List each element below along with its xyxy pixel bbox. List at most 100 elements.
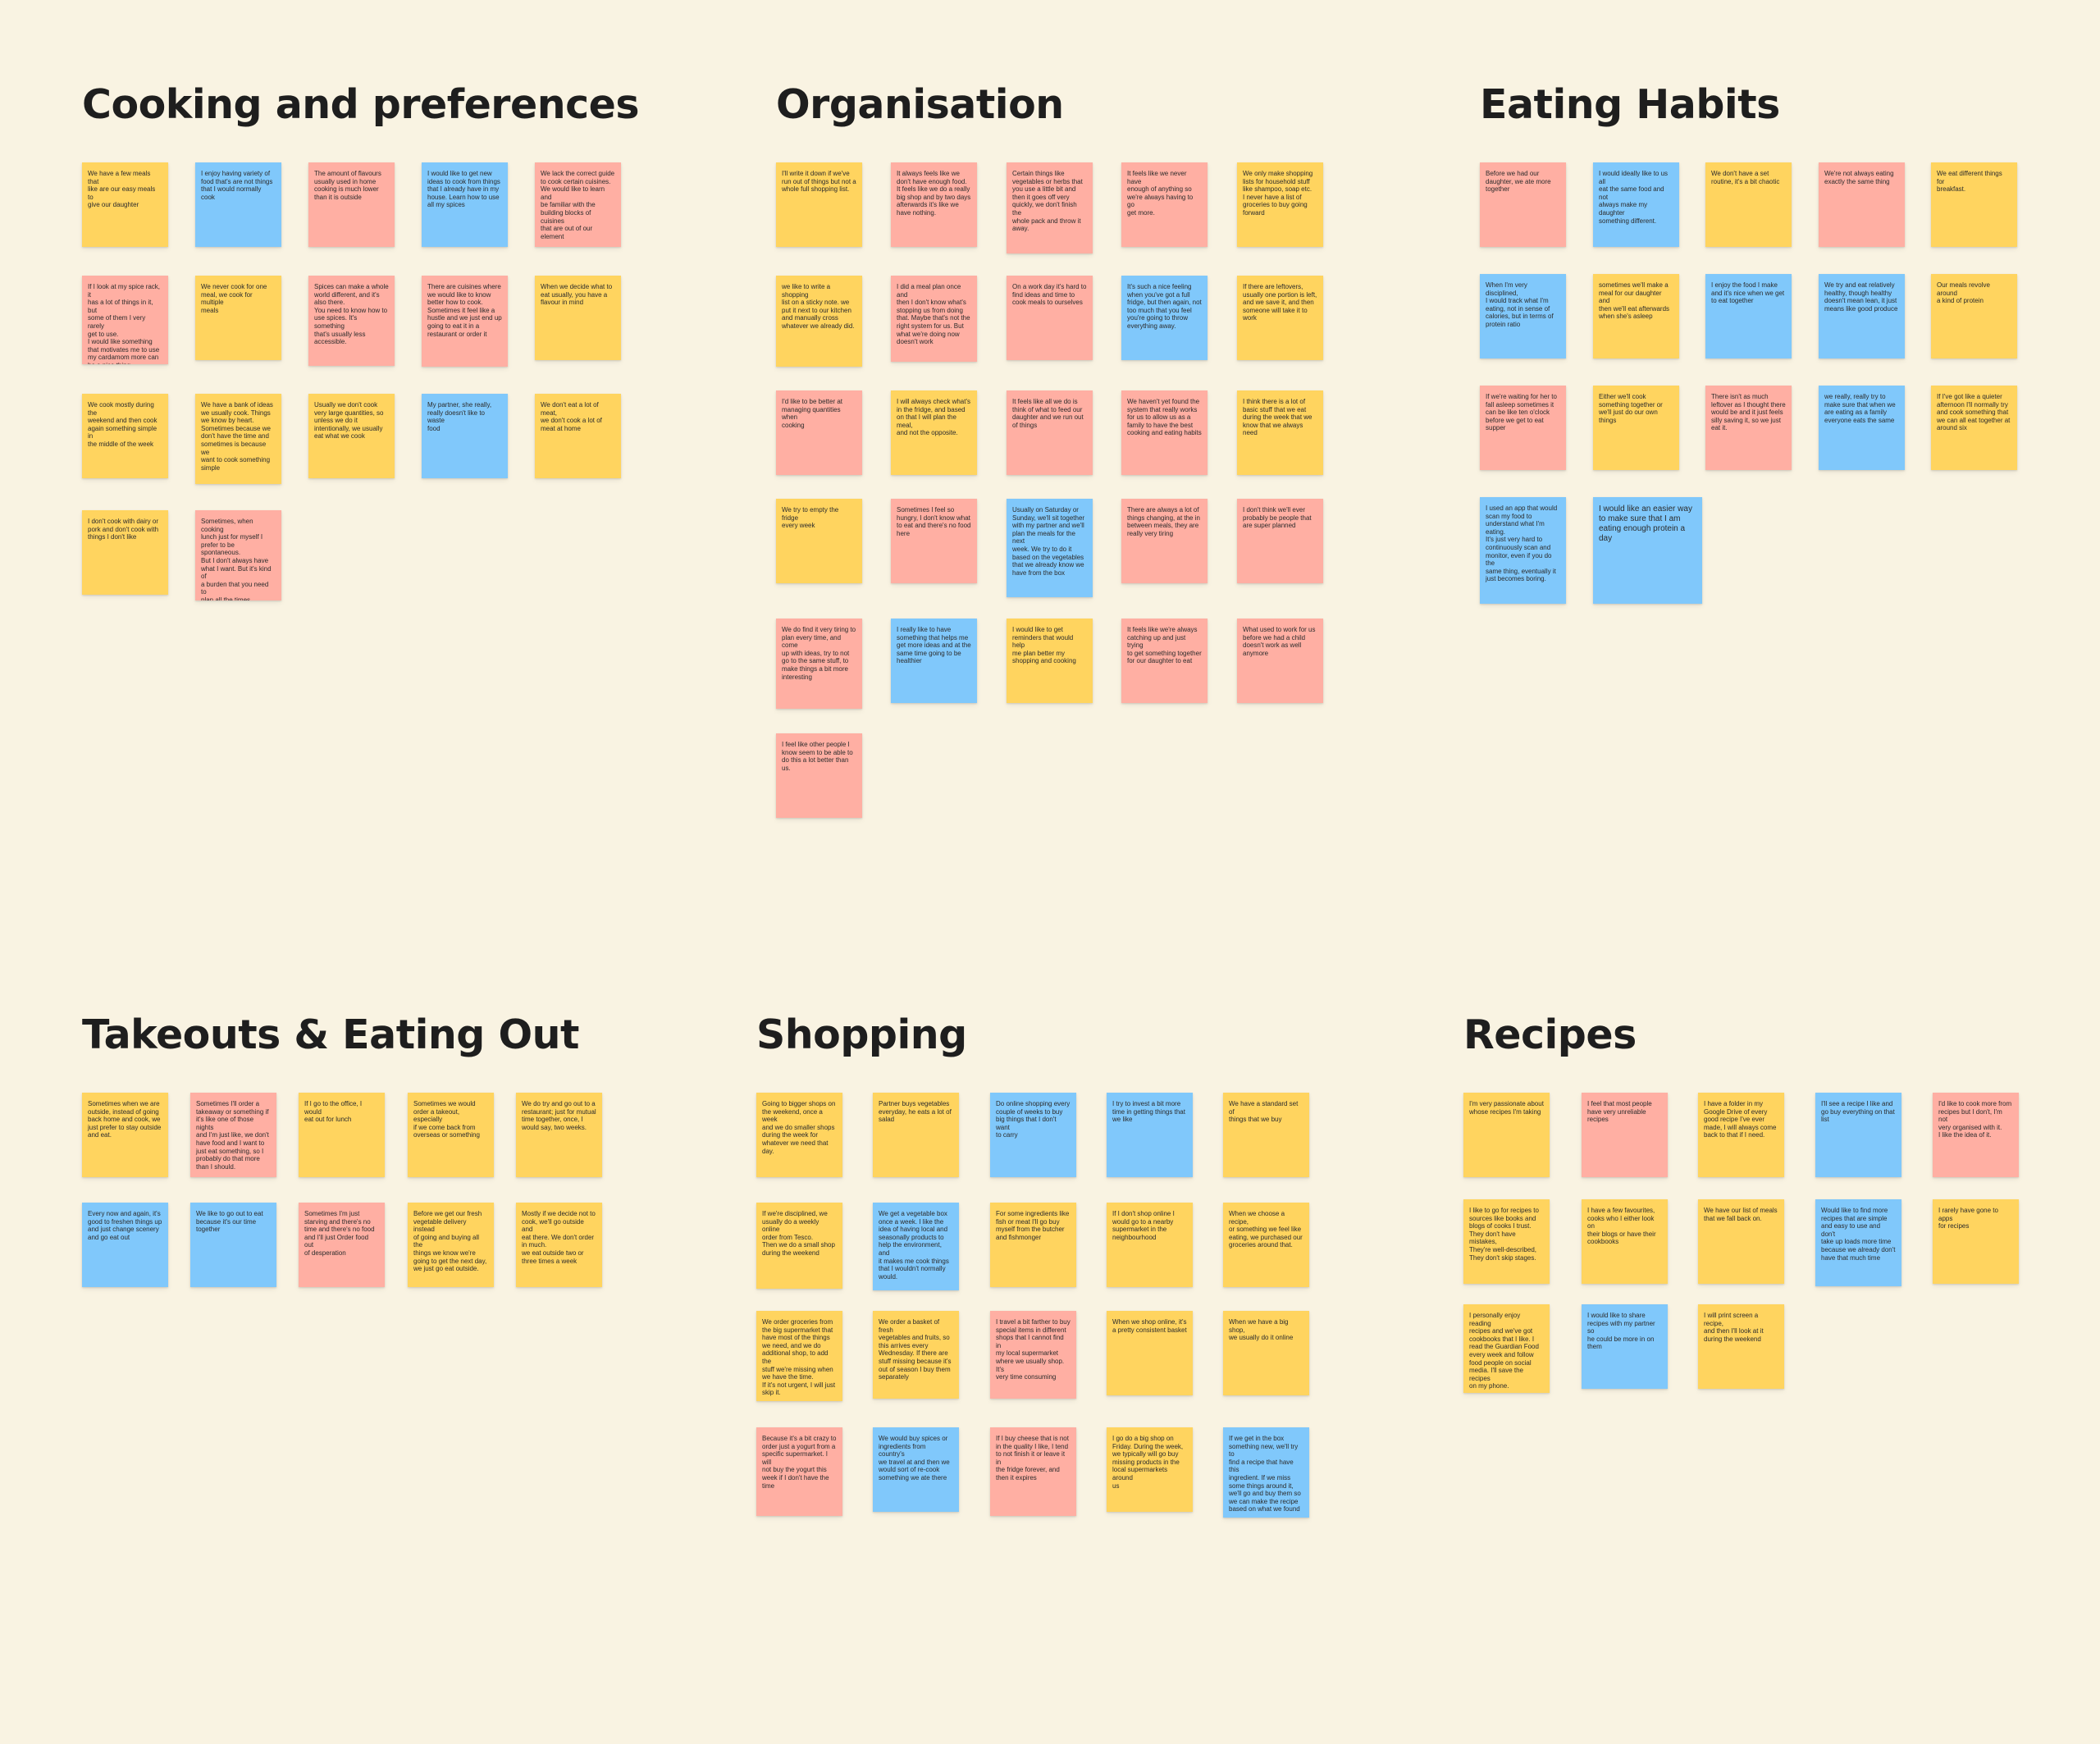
sticky-note-yellow[interactable]: We eat different things for breakfast. [1931,162,2017,247]
sticky-note-yellow[interactable]: We never cook for one meal, we cook for … [195,276,281,360]
sticky-note-yellow[interactable]: we like to write a shopping list on a st… [776,276,862,367]
sticky-note-yellow[interactable]: When we decide what to eat usually, you … [535,276,621,360]
sticky-note-yellow[interactable]: I personally enjoy reading recipes and w… [1463,1304,1550,1393]
sticky-note-pink[interactable]: It always feels like we don't have enoug… [891,162,977,247]
sticky-note-pink[interactable]: It feels like we never have enough of an… [1121,162,1208,247]
sticky-note-yellow[interactable]: I like to go for recipes to sources like… [1463,1199,1550,1284]
sticky-note-yellow[interactable]: We have a few meals that like are our ea… [82,162,168,247]
sticky-note-yellow[interactable]: Mostly if we decide not to cook, we'll g… [516,1203,602,1287]
cluster-title[interactable]: Organisation [776,81,1064,128]
sticky-note-blue[interactable]: I really like to have something that hel… [891,619,977,703]
sticky-note-blue[interactable]: I would ideally like to us all eat the s… [1593,162,1679,247]
sticky-note-yellow[interactable]: Our meals revolve around a kind of prote… [1931,274,2017,358]
sticky-note-pink[interactable]: I don't think we'll ever probably be peo… [1237,499,1323,583]
sticky-note-yellow[interactable]: We don't eat a lot of meat, we don't coo… [535,394,621,478]
sticky-note-yellow[interactable]: We only make shopping lists for househol… [1237,162,1323,247]
sticky-note-blue[interactable]: We get a vegetable box once a week. I li… [873,1203,959,1290]
sticky-note-blue[interactable]: Every now and again, it's good to freshe… [82,1203,168,1287]
sticky-note-yellow[interactable]: We have our list of meals that we fall b… [1698,1199,1784,1284]
sticky-note-pink[interactable]: If we're waiting for her to fall asleep … [1480,386,1566,470]
sticky-note-blue[interactable]: It's such a nice feeling when you've got… [1121,276,1208,360]
sticky-note-yellow[interactable]: I think there is a lot of basic stuff th… [1237,390,1323,475]
sticky-note-pink[interactable]: We're not always eating exactly the same… [1819,162,1905,247]
sticky-note-yellow[interactable]: When we have a big shop, we usually do i… [1223,1311,1309,1395]
sticky-note-blue[interactable]: I would like to get new ideas to cook fr… [422,162,508,247]
sticky-note-pink[interactable]: There isn't as much leftover as I though… [1705,386,1792,470]
sticky-note-blue[interactable]: I used an app that would scan my food to… [1480,497,1566,604]
sticky-note-blue[interactable]: Usually on Saturday or Sunday, we'll sit… [1007,499,1093,597]
cluster-title[interactable]: Recipes [1463,1011,1637,1058]
sticky-note-blue[interactable]: I enjoy the food I make and it's nice wh… [1705,274,1792,358]
sticky-note-yellow[interactable]: If I don't shop online I would go to a n… [1107,1203,1193,1287]
sticky-note-pink[interactable]: We lack the correct guide to cook certai… [535,162,621,247]
sticky-note-yellow[interactable]: Going to bigger shops on the weekend, on… [756,1093,842,1177]
sticky-note-yellow[interactable]: I'll write it down if we've run out of t… [776,162,862,247]
sticky-note-yellow[interactable]: We cook mostly during the weekend and th… [82,394,168,478]
sticky-note-pink[interactable]: We do find it very tiring to plan every … [776,619,862,709]
sticky-note-pink[interactable]: What used to work for us before we had a… [1237,619,1323,703]
sticky-note-yellow[interactable]: Either we'll cook something together or … [1593,386,1679,470]
sticky-note-pink[interactable]: Before we had our daughter, we ate more … [1480,162,1566,247]
sticky-note-yellow[interactable]: If I've got like a quieter afternoon I'l… [1931,386,2017,470]
sticky-note-yellow[interactable]: I would like to get reminders that would… [1007,619,1093,703]
sticky-note-blue[interactable]: we really, really try to make sure that … [1819,386,1905,470]
sticky-note-pink[interactable]: We haven't yet found the system that rea… [1121,390,1208,475]
sticky-note-pink[interactable]: I'd like to cook more from recipes but I… [1933,1093,2019,1177]
sticky-note-pink[interactable]: The amount of flavours usually used in h… [308,162,395,247]
sticky-note-yellow[interactable]: I will print screen a recipe, and then I… [1698,1304,1784,1389]
sticky-note-yellow[interactable]: We try to empty the fridge every week [776,499,862,583]
sticky-note-yellow[interactable]: We don't have a set routine, it's a bit … [1705,162,1792,247]
sticky-note-blue[interactable]: We like to go out to eat because it's ou… [190,1203,276,1287]
sticky-note-yellow[interactable]: Sometimes when we are outside, instead o… [82,1093,168,1177]
sticky-note-yellow[interactable]: Before we get our fresh vegetable delive… [408,1203,494,1287]
sticky-note-yellow[interactable]: Usually we don't cook very large quantit… [308,394,395,478]
sticky-note-pink[interactable]: Sometimes I'll order a takeaway or somet… [190,1093,276,1177]
sticky-note-blue[interactable]: Do online shopping every couple of weeks… [990,1093,1076,1177]
sticky-note-yellow[interactable]: If there are leftovers, usually one port… [1237,276,1323,360]
sticky-note-blue[interactable]: If we get in the box something new, we'l… [1223,1427,1309,1518]
sticky-note-yellow[interactable]: If we're disciplined, we usually do a we… [756,1203,842,1289]
sticky-note-pink[interactable]: It feels like we're always catching up a… [1121,619,1208,703]
sticky-note-blue[interactable]: I enjoy having variety of food that's ar… [195,162,281,247]
sticky-note-blue[interactable]: I try to invest a bit more time in getti… [1107,1093,1193,1177]
sticky-note-yellow[interactable]: We order groceries from the big supermar… [756,1311,842,1401]
sticky-note-blue[interactable]: Would like to find more recipes that are… [1815,1199,1901,1286]
cluster-title[interactable]: Eating Habits [1480,81,1780,128]
sticky-note-yellow[interactable]: I have a folder in my Google Drive of ev… [1698,1093,1784,1177]
sticky-note-pink[interactable]: I'd like to be better at managing quanti… [776,390,862,475]
sticky-note-blue[interactable]: I would like an easier way to make sure … [1593,497,1702,604]
sticky-note-pink[interactable]: I did a meal plan once and then I don't … [891,276,977,362]
sticky-note-yellow[interactable]: I have a few favourites, cooks who I eit… [1582,1199,1668,1284]
sticky-note-pink[interactable]: I feel that most people have very unreli… [1582,1093,1668,1177]
sticky-note-yellow[interactable]: When we choose a recipe, or something we… [1223,1203,1309,1287]
sticky-note-yellow[interactable]: I'm very passionate about whose recipes … [1463,1093,1550,1177]
sticky-note-yellow[interactable]: I don't cook with dairy or pork and don'… [82,510,168,595]
sticky-note-yellow[interactable]: sometimes we'll make a meal for our daug… [1593,274,1679,358]
sticky-note-pink[interactable]: Spices can make a whole world different,… [308,276,395,366]
sticky-note-pink[interactable]: Sometimes, when cooking lunch just for m… [195,510,281,600]
sticky-note-pink[interactable]: If I look at my spice rack, it has a lot… [82,276,168,364]
sticky-note-blue[interactable]: When I'm very disciplined, I would track… [1480,274,1566,358]
sticky-note-yellow[interactable]: If I go to the office, I would eat out f… [299,1093,385,1177]
sticky-note-blue[interactable]: We would buy spices or ingredients from … [873,1427,959,1512]
sticky-note-yellow[interactable]: I go do a big shop on Friday. During the… [1107,1427,1193,1512]
sticky-note-yellow[interactable]: We do try and go out to a restaurant; ju… [516,1093,602,1177]
sticky-note-pink[interactable]: Because it's a bit crazy to order just a… [756,1427,842,1516]
cluster-title[interactable]: Shopping [756,1011,967,1058]
sticky-note-yellow[interactable]: We have a bank of ideas we usually cook.… [195,394,281,484]
sticky-note-pink[interactable]: I travel a bit farther to buy special it… [990,1311,1076,1399]
sticky-note-yellow[interactable]: When we shop online, it's a pretty consi… [1107,1311,1193,1395]
sticky-note-blue[interactable]: I'll see a recipe I like and go buy ever… [1815,1093,1901,1177]
sticky-note-pink[interactable]: There are always a lot of things changin… [1121,499,1208,583]
sticky-note-yellow[interactable]: Sometimes we would order a takeout, espe… [408,1093,494,1177]
sticky-note-pink[interactable]: On a work day it's hard to find ideas an… [1007,276,1093,360]
sticky-note-pink[interactable]: It feels like all we do is think of what… [1007,390,1093,475]
sticky-note-pink[interactable]: Sometimes I feel so hungry, I don't know… [891,499,977,583]
sticky-note-yellow[interactable]: I will always check what's in the fridge… [891,390,977,475]
sticky-note-yellow[interactable]: Partner buys vegetables everyday, he eat… [873,1093,959,1177]
cluster-title[interactable]: Cooking and preferences [82,81,640,128]
sticky-note-pink[interactable]: If I buy cheese that is not in the quali… [990,1427,1076,1516]
sticky-note-blue[interactable]: My partner, she really, really doesn't l… [422,394,508,478]
cluster-title[interactable]: Takeouts & Eating Out [82,1011,579,1058]
